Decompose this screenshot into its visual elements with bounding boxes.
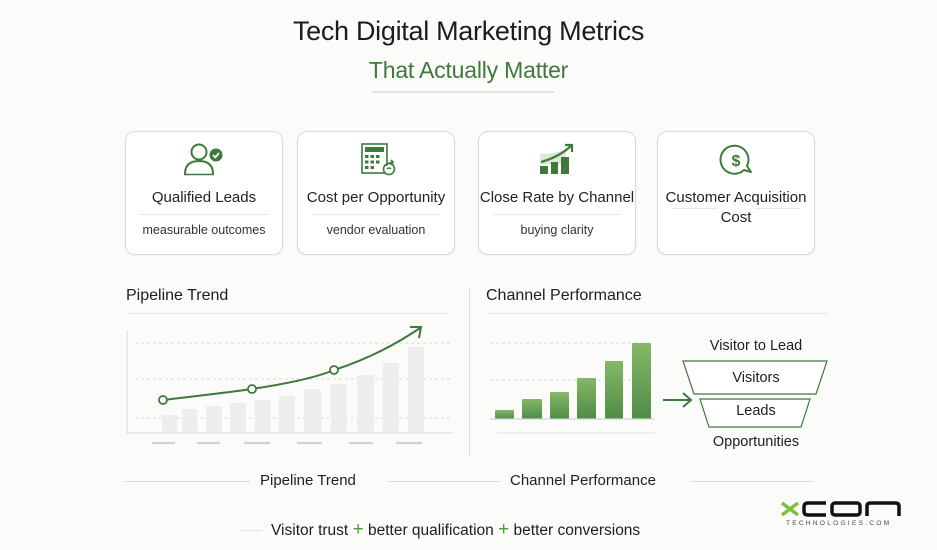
metric-card-qualified-leads: Qualified Leads measurable outcomes (125, 131, 283, 255)
user-check-icon (126, 142, 282, 178)
dollar-chat-icon: $ (658, 142, 814, 178)
metric-card-cost-per-opportunity: Cost per Opportunity vendor evaluation (297, 131, 455, 255)
card-title: Qualified Leads (151, 189, 257, 206)
card-subtitle: vendor evaluation (326, 223, 426, 237)
channel-title-rule (486, 313, 828, 314)
pipeline-bars (162, 347, 424, 433)
metric-card-close-rate: Close Rate by Channel buying clarity (478, 131, 636, 255)
xcon-logo (781, 501, 901, 517)
trend-points (158, 365, 339, 405)
tagline-lead-rule (240, 530, 262, 531)
pipeline-title-rule (126, 313, 450, 314)
card-subtitle: buying clarity (520, 223, 594, 237)
page-subtitle: That Actually Matter (368, 57, 569, 83)
funnel-top-label: Visitor to Lead (709, 338, 803, 354)
card-divider (312, 214, 440, 215)
card-divider (140, 214, 268, 215)
pipeline-trend-title: Pipeline Trend (126, 287, 229, 304)
funnel-stage-leads: Leads (736, 403, 776, 419)
channel-bars (495, 343, 651, 419)
footer-rule-middle (388, 481, 500, 482)
pipeline-trend-chart (126, 326, 453, 445)
card-subtitle: measurable outcomes (142, 223, 266, 237)
arrow-right-icon (663, 392, 693, 408)
tagline: Visitor trust + better qualification + b… (271, 519, 641, 540)
channel-performance-title: Channel Performance (486, 287, 642, 304)
card-title: Close Rate by Channel (479, 189, 635, 206)
logo-subtext: TECHNOLOGIES.COM (786, 520, 892, 527)
conversion-funnel (682, 360, 828, 428)
page-title: Tech Digital Marketing Metrics (292, 16, 645, 46)
calculator-money-icon (298, 142, 454, 178)
footer-label-pipeline: Pipeline Trend (260, 472, 356, 489)
section-divider (469, 288, 470, 456)
card-title: Customer Acquisition Cost (665, 189, 807, 226)
funnel-stage-visitors: Visitors (732, 370, 780, 386)
metric-card-customer-acquisition-cost: $ Customer Acquisition Cost (657, 131, 815, 255)
funnel-bottom-label: Opportunities (712, 434, 800, 450)
growth-chart-icon (479, 142, 635, 178)
subtitle-divider (372, 91, 554, 93)
svg-text:$: $ (732, 153, 741, 170)
footer-rule-right (691, 481, 813, 482)
card-title: Cost per Opportunity (306, 189, 446, 206)
footer-label-channel: Channel Performance (510, 472, 656, 489)
channel-performance-chart (490, 342, 655, 434)
footer-rule-left (125, 481, 250, 482)
card-divider (493, 214, 621, 215)
